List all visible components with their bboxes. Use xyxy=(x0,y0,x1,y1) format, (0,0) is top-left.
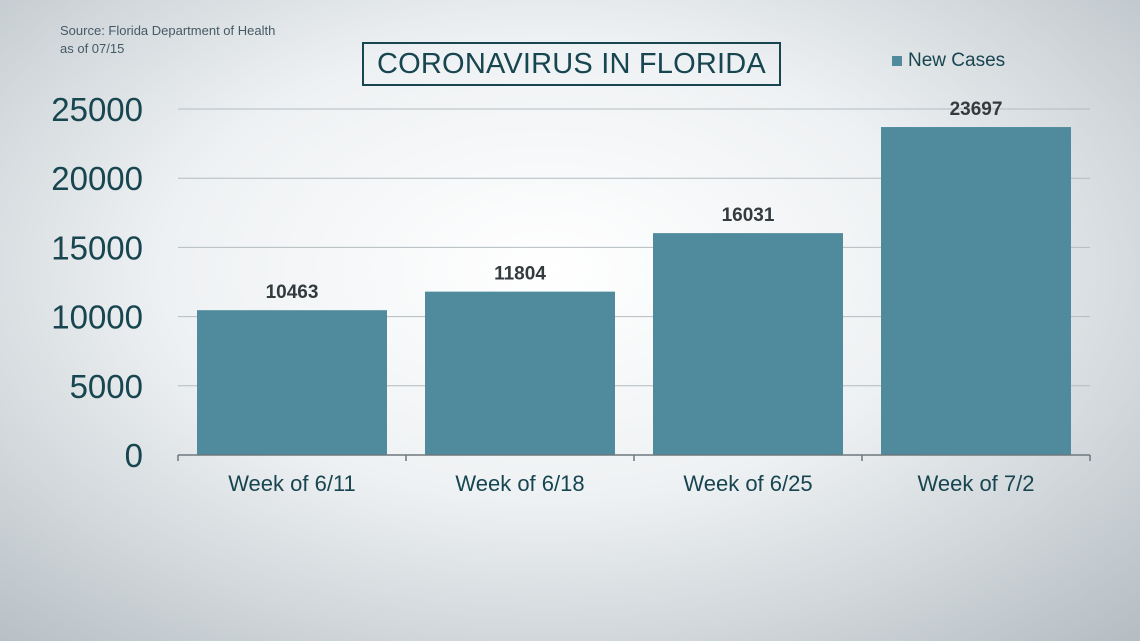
bar xyxy=(425,291,615,455)
bar xyxy=(653,233,843,455)
source-note: Source: Florida Department of Health as … xyxy=(60,22,275,58)
chart-title: CORONAVIRUS IN FLORIDA xyxy=(362,42,781,86)
x-tick-label: Week of 7/2 xyxy=(918,471,1035,496)
y-tick-label: 10000 xyxy=(51,299,143,336)
x-axis xyxy=(177,454,1091,461)
y-tick-label: 25000 xyxy=(51,91,143,128)
x-tick-label: Week of 6/25 xyxy=(683,471,812,496)
data-label: 11804 xyxy=(494,264,546,285)
y-tick-label: 0 xyxy=(125,437,143,474)
legend-label: New Cases xyxy=(908,50,1006,71)
y-tick-label: 20000 xyxy=(51,160,143,197)
data-label: 23697 xyxy=(950,99,1003,120)
bar xyxy=(197,310,387,455)
source-line: Source: Florida Department of Health xyxy=(60,23,276,38)
x-tick-label: Week of 6/18 xyxy=(455,471,584,496)
bar xyxy=(881,127,1071,456)
y-tick-label: 5000 xyxy=(70,368,143,405)
y-tick-label: 15000 xyxy=(51,229,143,266)
data-label: 10463 xyxy=(266,282,319,303)
as-of-date: as of 07/15 xyxy=(60,41,125,56)
data-label: 16031 xyxy=(722,205,775,226)
x-axis-ticks: Week of 6/11 Week of 6/18 Week of 6/25 Week… xyxy=(228,471,1034,496)
data-labels: 10463 11804 16031 23697 xyxy=(266,99,1003,303)
legend: New Cases xyxy=(892,50,1005,72)
y-axis-ticks: 0 5000 10000 15000 20000 25000 xyxy=(51,91,143,474)
bars xyxy=(197,127,1071,456)
x-tick-label: Week of 6/11 xyxy=(228,471,356,496)
legend-swatch xyxy=(892,56,902,66)
